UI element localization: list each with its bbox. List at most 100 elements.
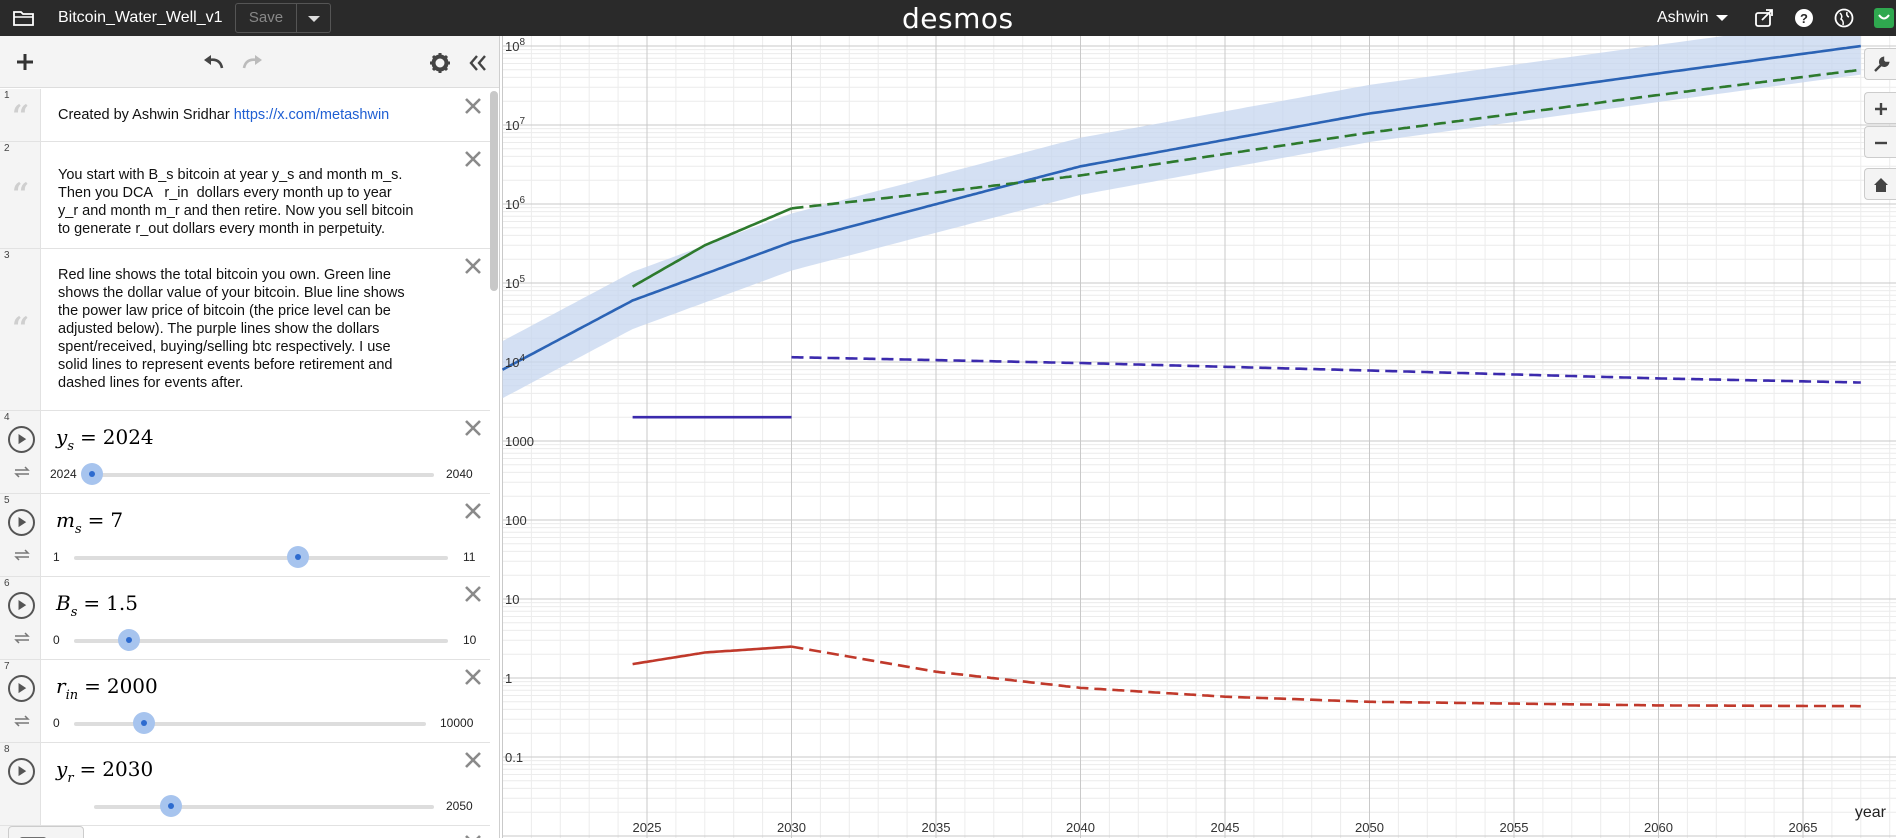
variable-name: m bbox=[56, 508, 75, 532]
slider-formula[interactable]: ms = 7 bbox=[56, 508, 124, 537]
home-icon bbox=[1874, 178, 1888, 192]
note-text[interactable]: Red line shows the total bitcoin you own… bbox=[58, 266, 448, 392]
note-link[interactable]: https://x.com/metashwin bbox=[233, 107, 390, 123]
series-line-1[interactable] bbox=[631, 207, 792, 288]
slider-max-label[interactable]: 2050 bbox=[446, 799, 473, 813]
save-button[interactable]: Save bbox=[235, 3, 297, 33]
x-tick-label: 2025 bbox=[633, 820, 662, 835]
delete-expression-icon[interactable] bbox=[462, 583, 484, 605]
delete-expression-icon[interactable] bbox=[462, 255, 484, 277]
slider-thumb[interactable] bbox=[287, 546, 309, 568]
loop-icon[interactable] bbox=[13, 631, 31, 645]
delete-expression-icon[interactable] bbox=[462, 666, 484, 688]
keypad-toggle-button[interactable] bbox=[8, 826, 84, 838]
series-line-0[interactable] bbox=[502, 44, 1861, 371]
collapse-panel-icon[interactable] bbox=[468, 53, 488, 73]
slider-min-label[interactable]: 0 bbox=[53, 716, 60, 730]
loop-icon[interactable] bbox=[13, 714, 31, 728]
slider-thumb[interactable] bbox=[160, 795, 182, 817]
slider-item-r-in[interactable]: 7 rin = 2000 0 10000 bbox=[0, 660, 490, 743]
series-line-4[interactable] bbox=[791, 355, 1861, 384]
slider-max-label[interactable]: 10000 bbox=[440, 716, 474, 730]
slider-formula[interactable]: ys = 2024 bbox=[56, 425, 154, 454]
redo-icon[interactable] bbox=[240, 54, 264, 70]
note-text[interactable]: You start with B_s bitcoin at year y_s a… bbox=[58, 166, 448, 238]
slider-item-y-s[interactable]: 4 ys = 2024 2024 2040 bbox=[0, 411, 490, 494]
slider-max-label[interactable]: 11 bbox=[463, 550, 476, 564]
x-tick-label: 2055 bbox=[1500, 820, 1529, 835]
play-icon[interactable] bbox=[8, 592, 35, 619]
play-icon[interactable] bbox=[8, 426, 35, 453]
user-menu-caret-icon[interactable] bbox=[1716, 13, 1728, 23]
loop-icon[interactable] bbox=[13, 548, 31, 562]
delete-expression-icon[interactable] bbox=[462, 500, 484, 522]
help-icon[interactable]: ? bbox=[1794, 8, 1814, 28]
top-bar: Bitcoin_Water_Well_v1 Save desmos Ashwin… bbox=[0, 0, 1896, 36]
save-dropdown-button[interactable] bbox=[297, 3, 331, 33]
note-line: solid lines to represent events before r… bbox=[58, 357, 393, 373]
expression-gutter: 4 bbox=[0, 411, 41, 493]
slider-min-label[interactable]: 2024 bbox=[50, 467, 77, 481]
folder-icon[interactable] bbox=[12, 8, 36, 28]
delete-expression-icon[interactable] bbox=[462, 832, 484, 838]
share-icon[interactable] bbox=[1754, 8, 1774, 28]
series-lines bbox=[502, 44, 1861, 708]
slider-max-label[interactable]: 2040 bbox=[446, 467, 473, 481]
series-line-6[interactable] bbox=[791, 645, 1861, 708]
x-tick-label: 2050 bbox=[1355, 820, 1384, 835]
slider-track[interactable] bbox=[74, 639, 448, 643]
gear-icon[interactable] bbox=[430, 53, 450, 73]
play-icon[interactable] bbox=[8, 675, 35, 702]
slider-formula[interactable]: rin = 2000 bbox=[56, 674, 158, 703]
note-item[interactable]: 1 “ Created by Ashwin Sridhar https://x.… bbox=[0, 89, 490, 142]
x-tick-label: 2065 bbox=[1789, 820, 1818, 835]
desmos-logo[interactable]: desmos bbox=[902, 2, 1014, 35]
slider-thumb[interactable] bbox=[81, 463, 103, 485]
user-menu[interactable]: Ashwin bbox=[1657, 9, 1709, 26]
slider-item-y-r[interactable]: 8 yr = 2030 2050 bbox=[0, 743, 490, 826]
delete-expression-icon[interactable] bbox=[462, 95, 484, 117]
profile-icon[interactable] bbox=[1874, 8, 1894, 28]
slider-track[interactable] bbox=[74, 722, 426, 726]
slider-track[interactable] bbox=[94, 805, 434, 809]
wrench-icon bbox=[1874, 56, 1890, 72]
loop-icon[interactable] bbox=[13, 465, 31, 479]
note-item[interactable]: 3 “ Red line shows the total bitcoin you… bbox=[0, 249, 490, 411]
default-view-button[interactable] bbox=[1864, 168, 1896, 200]
slider-item-m-s[interactable]: 5 ms = 7 1 11 bbox=[0, 494, 490, 577]
y-tick-label: 0.1 bbox=[505, 750, 523, 765]
note-item[interactable]: 2 “ You start with B_s bitcoin at year y… bbox=[0, 142, 490, 249]
slider-thumb[interactable] bbox=[118, 629, 140, 651]
undo-icon[interactable] bbox=[202, 54, 226, 70]
add-expression-icon[interactable] bbox=[15, 52, 35, 72]
graph-title[interactable]: Bitcoin_Water_Well_v1 bbox=[58, 9, 223, 26]
zoom-in-button[interactable] bbox=[1864, 92, 1896, 124]
slider-min-label[interactable]: 1 bbox=[53, 550, 60, 564]
slider-formula[interactable]: yr = 2030 bbox=[56, 757, 154, 786]
slider-min-label[interactable]: 0 bbox=[53, 633, 60, 647]
series-line-5[interactable] bbox=[632, 645, 792, 666]
slider-track[interactable] bbox=[92, 473, 434, 477]
play-icon[interactable] bbox=[8, 758, 35, 785]
zoom-out-button[interactable] bbox=[1864, 126, 1896, 158]
delete-expression-icon[interactable] bbox=[462, 148, 484, 170]
graph-paper[interactable]: 108 107 106 105 104 1000 100 10 1 0.1 2025 2030 203… bbox=[502, 36, 1896, 838]
expression-list-scrollbar[interactable] bbox=[490, 91, 498, 291]
note-text[interactable]: Created by Ashwin Sridhar https://x.com/… bbox=[58, 106, 448, 124]
slider-max-label[interactable]: 10 bbox=[463, 633, 477, 647]
slider-thumb[interactable] bbox=[133, 712, 155, 734]
variable-subscript: s bbox=[70, 605, 78, 620]
language-icon[interactable] bbox=[1834, 8, 1854, 28]
expression-index: 1 bbox=[4, 90, 10, 101]
play-icon[interactable] bbox=[8, 509, 35, 536]
slider-item-b-s[interactable]: 6 Bs = 1.5 0 10 bbox=[0, 577, 490, 660]
note-line: Created by Ashwin Sridhar bbox=[58, 107, 234, 123]
graph-settings-button[interactable] bbox=[1864, 48, 1896, 80]
delete-expression-icon[interactable] bbox=[462, 749, 484, 771]
note-line: spent/received, buying/selling btc respe… bbox=[58, 339, 391, 355]
slider-formula[interactable]: Bs = 1.5 bbox=[56, 591, 138, 620]
delete-expression-icon[interactable] bbox=[462, 417, 484, 439]
slider-track[interactable] bbox=[74, 556, 448, 560]
